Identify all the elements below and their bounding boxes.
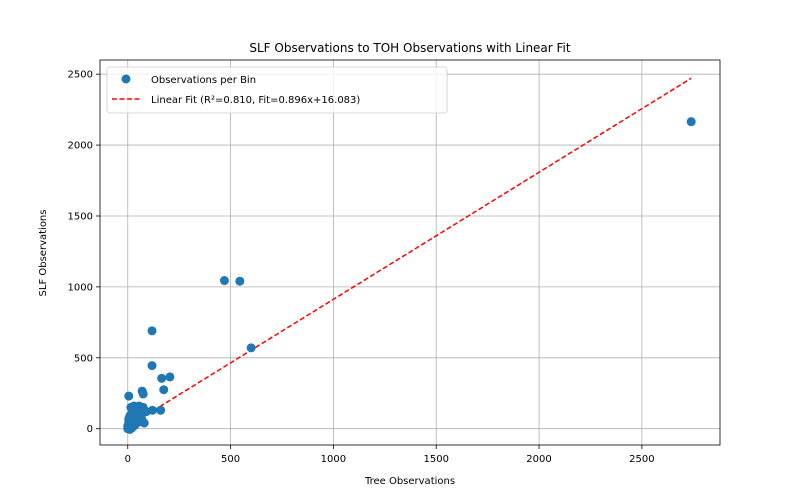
legend: Observations per Bin Linear Fit (R²=0.81… [106,66,448,114]
x-tick-label: 0 [125,454,131,465]
fit-line-layer [127,77,692,428]
data-point [159,385,169,395]
y-tick-label: 1000 [68,282,93,293]
chart-title: SLF Observations to TOH Observations wit… [249,41,571,55]
y-axis-ticks: 0 500 1000 1500 2000 2500 [68,70,100,435]
legend-marker-scatter [121,74,131,84]
data-point [246,343,256,353]
data-point [235,276,245,286]
x-tick-label: 1500 [423,454,448,465]
plot-frame [99,59,721,446]
legend-box [106,66,448,114]
y-tick-label: 2000 [68,141,93,152]
data-point [139,418,149,428]
x-tick-label: 1000 [321,454,346,465]
x-tick-label: 500 [221,454,240,465]
linear-fit-line [127,77,692,428]
legend-label-fit: Linear Fit (R²=0.810, Fit=0.896x+16.083) [151,95,360,106]
y-tick-label: 500 [74,353,93,364]
x-axis-label: Tree Observations [364,476,455,487]
data-point [157,373,167,383]
data-point [686,117,696,127]
legend-label-scatter: Observations per Bin [151,75,256,86]
data-point [147,361,157,371]
data-point [147,326,157,336]
data-point [134,408,144,418]
data-point [165,372,175,382]
x-tick-label: 2000 [526,454,551,465]
data-point [156,405,166,415]
x-tick-label: 2500 [629,454,654,465]
data-point [219,276,229,286]
data-point [124,391,134,401]
data-point [138,389,148,399]
data-points [123,117,696,434]
data-point [131,418,141,428]
y-tick-label: 2500 [68,70,93,81]
y-axis-label: SLF Observations [38,210,49,297]
y-tick-label: 1500 [68,211,93,222]
y-tick-label: 0 [87,424,93,435]
x-axis-ticks: 0 500 1000 1500 2000 2500 [125,445,655,465]
